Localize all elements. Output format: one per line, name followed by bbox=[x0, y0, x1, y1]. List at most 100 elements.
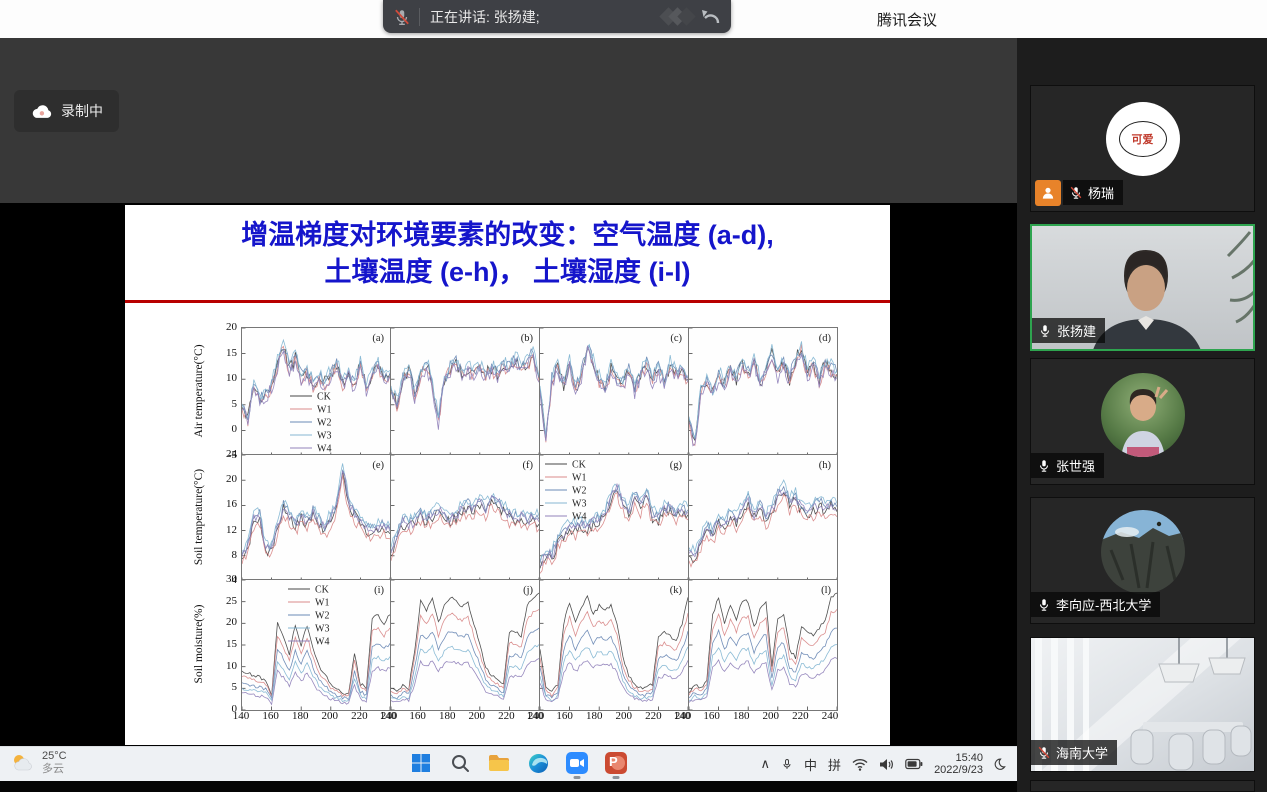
svg-text:(e): (e) bbox=[372, 460, 384, 471]
wifi-icon[interactable] bbox=[852, 758, 868, 771]
chart-panel-d: (d) bbox=[688, 327, 838, 457]
app-title: 腾讯会议 bbox=[877, 12, 938, 29]
slide-title-rule bbox=[125, 300, 890, 303]
svg-text:W4: W4 bbox=[315, 637, 329, 648]
speaking-label: 正在讲话: 张扬建; bbox=[430, 8, 540, 25]
toolbar-divider bbox=[419, 7, 420, 26]
chart-panel-i: (i) CK W1 W2 W3 W4 bbox=[241, 579, 391, 711]
mic-icon bbox=[1040, 325, 1050, 337]
chart-panel-c: (c) bbox=[539, 327, 689, 457]
chart-row-soil-moisture: Soil moisture(%) 0 5 10 15 20 25 30 (i) CK W1 W2 W… bbox=[193, 573, 890, 715]
svg-text:CK: CK bbox=[572, 460, 587, 471]
participant-name: 李向应-西北大学 bbox=[1056, 598, 1152, 613]
chart-panel-a: (a) CK W1 W2 W3 W4 bbox=[241, 327, 391, 457]
participants-sidebar: 可爱 杨瑞 bbox=[1017, 38, 1267, 792]
participant-tile-yangrui[interactable]: 可爱 杨瑞 bbox=[1030, 85, 1255, 212]
focus-assist-moon-icon[interactable] bbox=[994, 758, 1007, 771]
file-explorer-icon[interactable] bbox=[486, 750, 512, 776]
chart-row-air-temperature: Air temperature(°C) -5 0 5 10 15 20 (a) CK W1 W2… bbox=[193, 321, 890, 461]
tencent-meeting-icon[interactable] bbox=[564, 750, 590, 779]
running-indicator bbox=[573, 776, 581, 779]
profile-badge-icon bbox=[1035, 180, 1061, 206]
tray-mic-icon[interactable] bbox=[781, 757, 793, 771]
participant-tile-lixiangying[interactable]: 李向应-西北大学 bbox=[1030, 497, 1255, 624]
system-tray: ∧ 中 拼 15:40 2022/9/23 bbox=[761, 747, 1007, 781]
participant-name-chip: 张世强 bbox=[1031, 453, 1105, 478]
svg-text:W1: W1 bbox=[315, 598, 329, 609]
participant-name: 海南大学 bbox=[1056, 746, 1109, 761]
weather-temp: 25°C bbox=[42, 750, 67, 762]
taskbar-center-icons: P bbox=[408, 750, 629, 779]
speaker-icon[interactable] bbox=[879, 758, 894, 771]
avatar-label: 可爱 bbox=[1118, 121, 1167, 157]
avatar bbox=[1100, 510, 1185, 594]
slide-title-line1: 增温梯度对环境要素的改变：空气温度 (a-d), bbox=[241, 220, 774, 250]
participant-name-chip: 李向应-西北大学 bbox=[1031, 592, 1161, 617]
y-axis-label: Soil moisture(%) bbox=[193, 604, 205, 684]
svg-text:(a): (a) bbox=[372, 333, 384, 344]
svg-text:(b): (b) bbox=[521, 333, 534, 344]
weather-widget[interactable]: 25°C 多云 bbox=[10, 750, 67, 776]
chart-row-soil-temperature: Soil temperature(°C) 4 8 12 16 20 24 (e) (f) … bbox=[193, 448, 890, 586]
svg-text:(k): (k) bbox=[670, 585, 683, 596]
recording-badge[interactable]: 录制中 bbox=[14, 90, 119, 132]
svg-text:W3: W3 bbox=[317, 431, 331, 442]
weather-desc: 多云 bbox=[42, 763, 64, 775]
participant-name: 张扬建 bbox=[1057, 324, 1097, 339]
x-axis: 140 160 180 200 220 240 140 160 180 200 220 240 14… bbox=[232, 710, 839, 722]
edge-browser-icon[interactable] bbox=[525, 750, 551, 776]
y-axis-label: Air temperature(°C) bbox=[193, 344, 205, 438]
battery-icon[interactable] bbox=[905, 758, 923, 770]
svg-text:W2: W2 bbox=[572, 486, 586, 497]
mic-icon bbox=[1039, 599, 1049, 611]
avatar: 可爱 bbox=[1105, 102, 1180, 176]
svg-text:W4: W4 bbox=[317, 444, 331, 455]
start-button[interactable] bbox=[408, 750, 434, 776]
share-gray-band bbox=[0, 38, 1017, 203]
svg-text:(j): (j) bbox=[523, 585, 533, 596]
svg-text:(h): (h) bbox=[819, 460, 832, 471]
muted-mic-icon bbox=[1070, 186, 1082, 199]
hidden-icons-chevron[interactable]: ∧ bbox=[760, 756, 771, 771]
chart-panel-j: (j) bbox=[390, 579, 540, 711]
muted-mic-icon bbox=[1038, 746, 1050, 759]
svg-text:W2: W2 bbox=[315, 611, 329, 622]
y-axis-ticks: 4 8 12 16 20 24 bbox=[226, 448, 237, 586]
annotation-tools-icon[interactable] bbox=[659, 7, 696, 26]
slide-title-line2: 土壤温度 (e-h)， 土壤湿度 (i-l) bbox=[324, 257, 691, 287]
chart-panel-b: (b) bbox=[390, 327, 540, 457]
participant-name: 张世强 bbox=[1056, 459, 1096, 474]
speaking-toolbar[interactable]: 正在讲话: 张扬建; bbox=[383, 0, 731, 33]
search-icon[interactable] bbox=[447, 750, 473, 776]
avatar bbox=[1100, 373, 1185, 457]
powerpoint-icon[interactable]: P bbox=[603, 750, 629, 779]
participant-name-chip: 张扬建 bbox=[1032, 318, 1106, 343]
tray-time: 15:40 bbox=[955, 752, 983, 764]
participant-tile-zhangyangjian[interactable]: 张扬建 bbox=[1030, 224, 1255, 351]
ime-layout[interactable]: 拼 bbox=[828, 757, 842, 773]
svg-text:W3: W3 bbox=[572, 499, 586, 510]
clock[interactable]: 15:40 2022/9/23 bbox=[934, 752, 983, 776]
y-axis-ticks: -5 0 5 10 15 20 bbox=[226, 321, 237, 461]
svg-text:(l): (l) bbox=[821, 585, 831, 596]
chart-panel-f: (f) bbox=[390, 454, 540, 582]
participant-name-chip: 杨瑞 bbox=[1063, 180, 1124, 205]
shared-screen-area: 录制中 增温梯度对环境要素的改变：空气温度 (a-d), 土壤温度 (e-h)，… bbox=[0, 38, 1017, 792]
mic-icon bbox=[1039, 460, 1049, 472]
presentation-slide: 增温梯度对环境要素的改变：空气温度 (a-d), 土壤温度 (e-h)， 土壤湿… bbox=[125, 205, 890, 745]
muted-mic-icon[interactable] bbox=[393, 8, 411, 26]
participant-tile-zhangshiqiang[interactable]: 张世强 bbox=[1030, 358, 1255, 485]
undo-arrow-icon[interactable] bbox=[697, 7, 721, 27]
participant-tile-partial[interactable] bbox=[1030, 780, 1255, 792]
participant-tile-hainan-university[interactable]: 海南大学 bbox=[1030, 637, 1255, 772]
svg-text:(d): (d) bbox=[819, 333, 832, 344]
participant-name-chip: 海南大学 bbox=[1031, 740, 1118, 765]
chart-panel-h: (h) bbox=[688, 454, 838, 582]
tray-date: 2022/9/23 bbox=[934, 764, 983, 776]
figure-grid: Air temperature(°C) -5 0 5 10 15 20 (a) CK W1 W2… bbox=[193, 321, 890, 725]
svg-text:W3: W3 bbox=[315, 624, 329, 635]
letterbox-strip bbox=[0, 779, 1017, 792]
svg-text:(f): (f) bbox=[523, 460, 534, 471]
svg-text:CK: CK bbox=[317, 392, 332, 403]
ime-language-mode[interactable]: 中 bbox=[804, 757, 818, 773]
